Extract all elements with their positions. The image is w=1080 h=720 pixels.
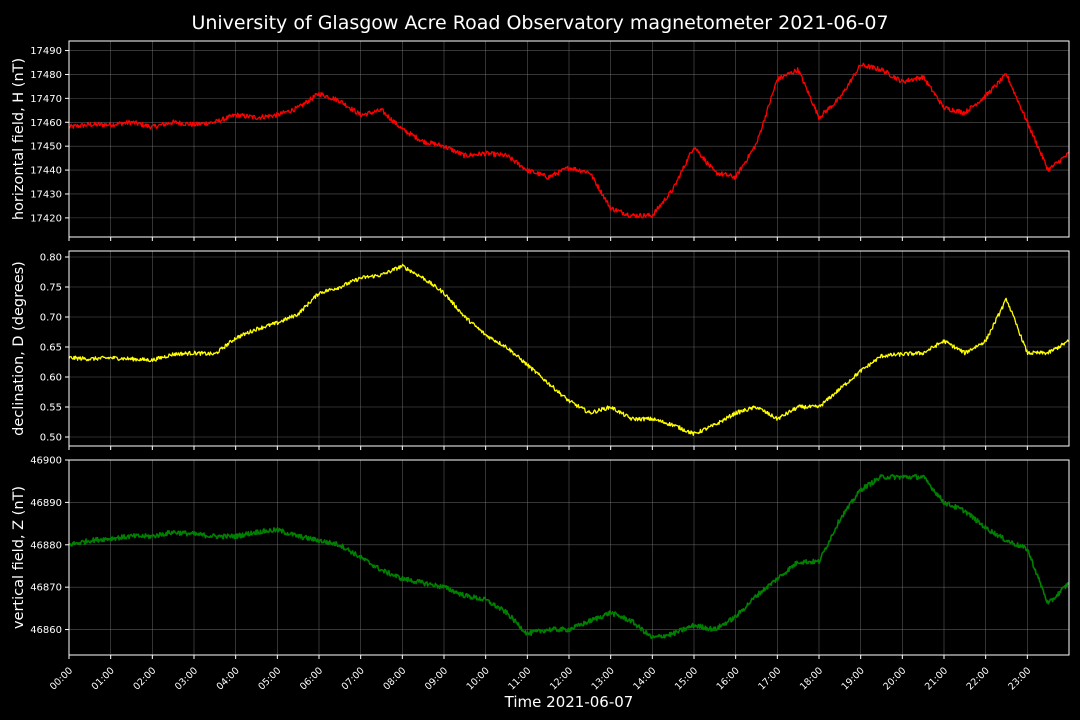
axes-frame (68, 459, 1070, 656)
y-tick-label: 0.50 (40, 433, 62, 444)
x-axis-label: Time 2021-06-07 (504, 693, 634, 711)
y-tick-label: 17450 (30, 142, 62, 153)
y-tick-label: 17480 (30, 70, 62, 81)
series-line-h (68, 62, 1070, 219)
panel-h: 17420 17430 17440 17450 17460 17470 17480 17490… (11, 40, 1070, 241)
axes-frame (68, 250, 1070, 447)
y-tick-label: 17460 (30, 118, 62, 129)
y-tick-label: 46870 (30, 583, 62, 594)
y-tick-label: 17470 (30, 94, 62, 105)
y-tick-label: 0.75 (40, 283, 62, 294)
y-axis-label: horizontal field, H (nT) (11, 58, 27, 220)
y-tick-label: 0.80 (40, 253, 62, 264)
y-tick-label: 17420 (30, 213, 62, 224)
y-tick-label: 0.60 (40, 373, 62, 384)
y-tick-label: 46860 (30, 625, 62, 636)
y-tick-label: 17490 (30, 46, 62, 57)
y-axis-label: vertical field, Z (nT) (11, 486, 27, 629)
y-axis-label: declination, D (degrees) (11, 261, 27, 436)
y-tick-label: 46890 (30, 498, 62, 509)
y-tick-label: 17440 (30, 166, 62, 177)
y-tick-label: 46900 (30, 456, 62, 467)
axes-frame (68, 40, 1070, 238)
y-tick-label: 46880 (30, 540, 62, 551)
panel-d: 0.50 0.55 0.60 0.65 0.70 0.75 0.80 declination,… (11, 250, 1070, 450)
series-line-d (68, 263, 1070, 436)
chart-title: University of Glasgow Acre Road Observat… (191, 12, 888, 34)
y-tick-label: 0.65 (40, 343, 62, 354)
y-tick-label: 0.70 (40, 313, 62, 324)
y-tick-label: 17430 (30, 189, 62, 200)
y-tick-label: 0.55 (40, 403, 62, 414)
series-line-z (68, 473, 1070, 640)
